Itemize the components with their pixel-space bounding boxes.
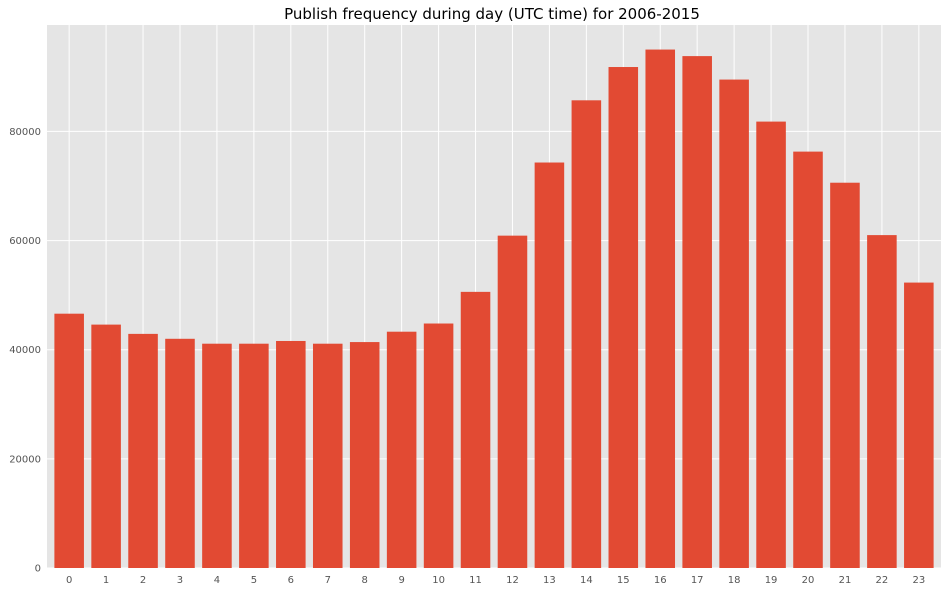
x-tick-label: 14 xyxy=(580,575,593,586)
bar xyxy=(54,313,84,568)
bar xyxy=(608,67,639,568)
bar xyxy=(91,324,121,568)
bar xyxy=(312,343,343,568)
chart-title: Publish frequency during day (UTC time) … xyxy=(284,5,700,23)
x-tick-label: 2 xyxy=(140,575,146,586)
y-tick-label: 0 xyxy=(35,564,41,575)
x-tick-label: 11 xyxy=(469,575,482,586)
x-tick-label: 15 xyxy=(617,575,630,586)
bar xyxy=(165,338,195,568)
bar xyxy=(830,182,860,568)
x-tick-label: 8 xyxy=(362,575,368,586)
bar xyxy=(202,343,232,568)
bars xyxy=(54,49,934,569)
y-axis-tick-labels: 0 20000 40000 60000 80000 xyxy=(9,127,41,575)
x-tick-label: 4 xyxy=(214,575,220,586)
bar xyxy=(793,151,823,568)
bar xyxy=(239,343,269,568)
plot-background xyxy=(47,25,941,568)
bar xyxy=(460,291,491,568)
x-tick-label: 1 xyxy=(103,575,109,586)
bar xyxy=(128,333,158,568)
bar xyxy=(867,235,897,568)
bar xyxy=(719,79,749,568)
x-tick-label: 22 xyxy=(876,575,889,586)
bar xyxy=(276,340,306,568)
x-tick-label: 17 xyxy=(691,575,704,586)
bar xyxy=(534,162,565,568)
y-tick-label: 40000 xyxy=(9,345,41,356)
x-tick-label: 12 xyxy=(506,575,519,586)
x-tick-label: 13 xyxy=(543,575,556,586)
x-tick-label: 21 xyxy=(839,575,852,586)
x-tick-label: 10 xyxy=(432,575,445,586)
x-tick-label: 6 xyxy=(288,575,294,586)
bar xyxy=(682,56,712,568)
bar xyxy=(497,235,528,569)
x-tick-label: 23 xyxy=(912,575,925,586)
x-tick-label: 16 xyxy=(654,575,667,586)
x-tick-label: 19 xyxy=(765,575,778,586)
bar xyxy=(645,49,676,568)
y-tick-label: 80000 xyxy=(9,127,41,138)
x-tick-label: 0 xyxy=(66,575,72,586)
x-tick-label: 5 xyxy=(251,575,257,586)
bar xyxy=(904,282,934,568)
bar xyxy=(423,323,454,568)
bar xyxy=(571,100,602,569)
bar xyxy=(349,342,380,568)
bar xyxy=(756,121,786,569)
y-tick-label: 60000 xyxy=(9,236,41,247)
x-tick-label: 20 xyxy=(802,575,815,586)
x-axis-tick-labels: 0 1 2 3 4 5 6 7 8 9 10 11 12 13 14 15 16 17 18 19 20 21 22 23 xyxy=(66,575,925,586)
bar xyxy=(386,331,417,568)
y-tick-label: 20000 xyxy=(9,454,41,465)
x-tick-label: 9 xyxy=(398,575,404,586)
x-tick-label: 18 xyxy=(728,575,741,586)
x-tick-label: 7 xyxy=(325,575,331,586)
x-tick-label: 3 xyxy=(177,575,183,586)
